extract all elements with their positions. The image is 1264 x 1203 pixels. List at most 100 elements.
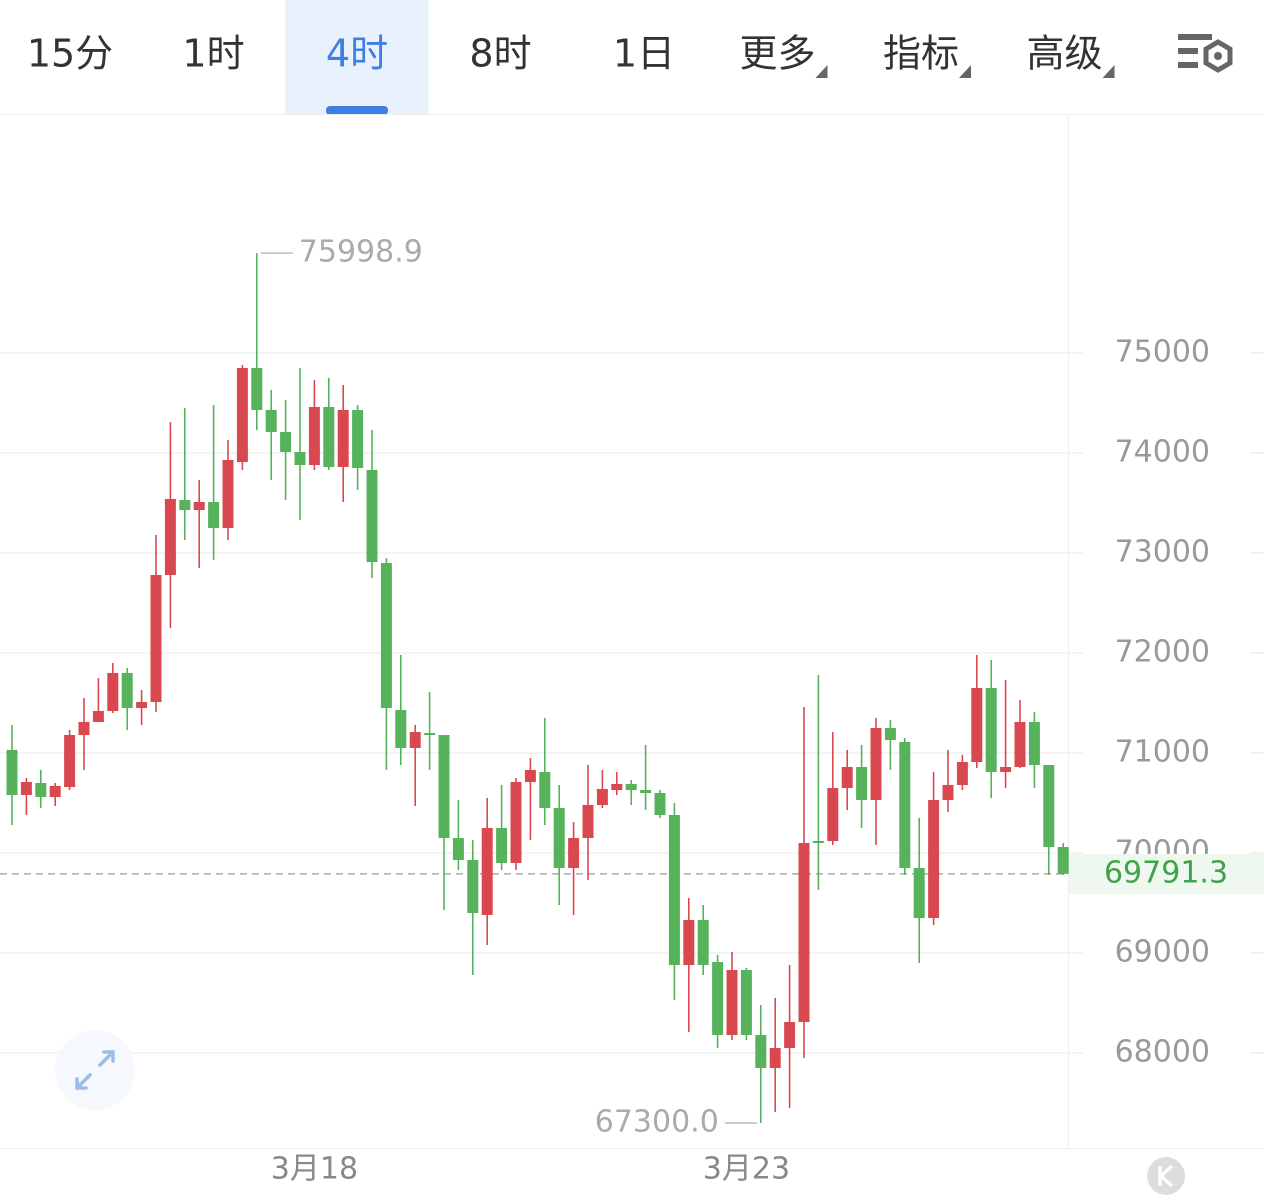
candle-body	[697, 920, 709, 965]
tab[interactable]: 更多	[739, 32, 828, 79]
candle-body	[1028, 722, 1040, 765]
candle-body	[712, 962, 724, 1035]
toolbar: 15分 1时 4时 8时 1日 更多 指标 高级	[27, 0, 1115, 115]
tab-label: 1日	[613, 32, 675, 76]
candle-body	[668, 815, 680, 965]
candle-body	[928, 800, 940, 918]
candle-body	[308, 407, 320, 465]
y-tick-label: 73000	[1115, 535, 1210, 570]
candle-body	[222, 460, 234, 528]
candle-body	[884, 728, 896, 740]
y-tick-label: 74000	[1115, 435, 1210, 470]
plot: 6800069000700007100072000730007400075000…	[0, 235, 1264, 1187]
candle-body	[625, 784, 637, 790]
candle-body	[611, 784, 623, 790]
candle-body	[121, 673, 133, 708]
icon-dot	[1214, 52, 1222, 60]
expand-icon	[75, 1050, 115, 1090]
candle-body	[294, 452, 306, 465]
last-price-label: 69791.3	[1104, 855, 1228, 890]
candle-body	[510, 782, 522, 863]
candle-body	[913, 868, 925, 918]
candle-body	[596, 789, 608, 805]
candle-body	[1043, 765, 1055, 847]
candle-body	[582, 805, 594, 838]
candle-body	[856, 767, 868, 800]
candle-body	[568, 838, 580, 868]
x-tick-label: 3月23	[703, 1152, 790, 1187]
candle-body	[337, 410, 349, 467]
candle-body	[280, 432, 292, 452]
candle-body	[424, 733, 436, 735]
candle-body	[323, 407, 335, 467]
expand-button[interactable]	[55, 1030, 135, 1110]
tab[interactable]: 1时	[182, 32, 244, 76]
candle-body	[755, 1035, 767, 1068]
candle-body	[971, 688, 983, 762]
candle-body	[380, 563, 392, 708]
icon-bar	[1178, 34, 1212, 40]
expand-bg	[55, 1030, 135, 1110]
candle-body	[136, 702, 148, 708]
candle-body	[985, 688, 997, 772]
tab-label: 8时	[469, 32, 531, 76]
dropdown-caret	[815, 65, 828, 78]
tab-underline	[326, 106, 388, 115]
candle-body	[798, 843, 810, 1022]
icon-bar	[1178, 62, 1198, 68]
candle-body	[6, 750, 18, 795]
candle-body	[481, 828, 493, 915]
candle-body	[553, 808, 565, 868]
y-tick-label: 71000	[1115, 735, 1210, 770]
max-label: 75998.9	[299, 235, 423, 270]
tab-label: 15分	[27, 32, 113, 76]
tab[interactable]: 4时	[285, 0, 429, 115]
candle-body	[150, 575, 162, 702]
tab-label: 更多	[739, 32, 815, 76]
dropdown-caret	[959, 65, 971, 78]
candle-body	[452, 838, 464, 860]
candle-body	[467, 860, 479, 913]
min-label: 67300.0	[595, 1105, 719, 1140]
candle-body	[496, 828, 508, 863]
candle-body	[251, 368, 263, 410]
k-bg	[1147, 1157, 1185, 1195]
candle-body	[1000, 767, 1012, 772]
y-tick-label: 69000	[1115, 935, 1210, 970]
tab-active-bg	[285, 0, 429, 114]
tab[interactable]: 高级	[1026, 32, 1115, 79]
candle-body	[395, 710, 407, 748]
tab-label: 1时	[182, 32, 244, 76]
candle-body	[78, 722, 90, 735]
k-button[interactable]	[1147, 1157, 1185, 1195]
tab[interactable]: 15分	[27, 32, 113, 76]
candle-body	[640, 790, 652, 793]
settings-icon[interactable]	[1178, 34, 1233, 73]
y-tick-label: 75000	[1115, 335, 1210, 370]
tab[interactable]: 1日	[613, 32, 675, 76]
candle-body	[208, 502, 220, 528]
tab[interactable]: 8时	[469, 32, 531, 76]
candle-body	[740, 970, 752, 1035]
candle-body	[769, 1048, 781, 1068]
candle-body	[265, 410, 277, 432]
candle-body	[827, 788, 839, 841]
x-tick-label: 3月18	[271, 1152, 358, 1187]
candle-body	[409, 732, 421, 748]
candle-body	[784, 1022, 796, 1048]
candle-body	[107, 673, 119, 711]
tab-label: 高级	[1026, 32, 1102, 76]
tab-label: 指标	[883, 32, 959, 76]
candle-body	[35, 783, 47, 797]
candle-body	[539, 772, 551, 808]
last-price-box	[1069, 853, 1264, 894]
candle-body	[654, 793, 666, 815]
candle-body	[956, 762, 968, 785]
candle-body	[524, 770, 536, 782]
candle-body	[1014, 722, 1026, 767]
tab[interactable]: 指标	[883, 32, 971, 79]
candle-body	[366, 470, 378, 562]
